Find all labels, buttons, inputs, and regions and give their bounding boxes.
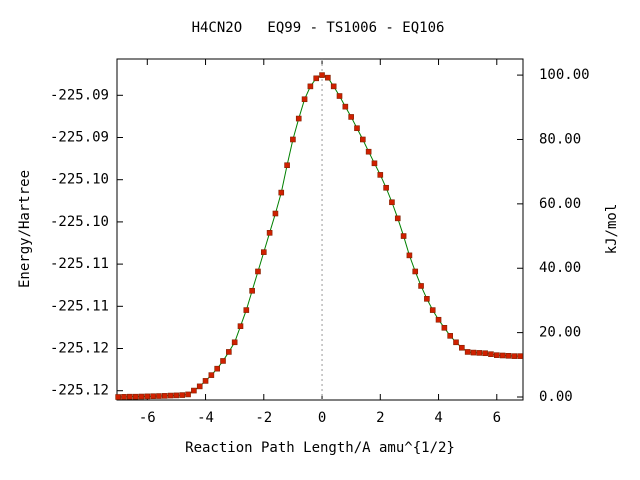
- point: [307, 83, 314, 90]
- point: [167, 392, 174, 399]
- point: [272, 210, 279, 217]
- point: [459, 344, 465, 351]
- point: [214, 365, 220, 372]
- point: [150, 393, 156, 400]
- point: [348, 114, 354, 120]
- point: [394, 215, 401, 222]
- point: [202, 378, 209, 384]
- point: [511, 353, 518, 359]
- x-tick-label: 6: [493, 410, 501, 426]
- point: [138, 393, 145, 400]
- point: [424, 296, 430, 302]
- point: [476, 350, 483, 356]
- point: [173, 392, 180, 399]
- point: [231, 339, 238, 346]
- y2-tick-label: 20.00: [539, 325, 581, 341]
- point: [156, 393, 162, 399]
- point: [342, 103, 349, 110]
- x-tick-label: -4: [197, 410, 214, 426]
- point: [447, 333, 453, 339]
- point: [301, 96, 308, 103]
- point: [185, 391, 191, 398]
- point: [412, 268, 419, 275]
- point: [453, 339, 459, 346]
- point: [179, 392, 186, 398]
- x-tick-label: 4: [434, 410, 442, 426]
- point: [470, 349, 477, 356]
- point: [266, 230, 273, 236]
- x-axis-label: Reaction Path Length/A amu^{1/2}: [185, 440, 455, 456]
- y2-axis-label: kJ/mol: [604, 204, 620, 255]
- y2-tick-label: 80.00: [539, 131, 581, 147]
- point: [377, 172, 384, 178]
- point: [243, 307, 250, 313]
- point: [226, 349, 232, 355]
- point: [255, 268, 261, 275]
- y2-tick-label: 40.00: [539, 260, 581, 276]
- point: [319, 72, 325, 78]
- point: [400, 233, 407, 239]
- point: [249, 287, 255, 294]
- point: [517, 353, 523, 359]
- y2-tick-label: 100.00: [539, 67, 590, 83]
- curve: [118, 74, 521, 398]
- point: [354, 125, 360, 132]
- point: [365, 148, 372, 155]
- point: [208, 372, 215, 378]
- point: [115, 394, 121, 400]
- point: [441, 324, 448, 331]
- y-tick-label: -225.10: [50, 172, 109, 188]
- y-tick-label: -225.11: [50, 298, 109, 314]
- point: [499, 352, 506, 359]
- point: [284, 162, 290, 169]
- point: [196, 383, 203, 390]
- point: [161, 393, 168, 399]
- point: [505, 353, 512, 359]
- y-tick-label: -225.09: [50, 129, 109, 145]
- y-tick-label: -225.10: [50, 214, 109, 230]
- point: [389, 199, 395, 206]
- x-tick-label: 0: [318, 410, 326, 426]
- point: [295, 115, 302, 122]
- x-tick-label: 2: [376, 410, 384, 426]
- y2-tick-label: 60.00: [539, 196, 581, 212]
- point: [144, 393, 151, 400]
- point: [290, 136, 296, 143]
- x-tick-label: -2: [255, 410, 272, 426]
- plot-frame: [116, 58, 524, 401]
- point: [464, 349, 471, 355]
- point: [313, 75, 320, 82]
- point: [325, 74, 331, 81]
- point: [493, 352, 500, 358]
- point: [482, 350, 488, 357]
- point: [429, 307, 436, 313]
- point: [220, 358, 226, 364]
- y-tick-label: -225.12: [50, 341, 109, 357]
- point: [371, 160, 378, 167]
- point: [278, 189, 285, 196]
- y-axis-label: Energy/Hartree: [17, 170, 33, 288]
- point: [360, 136, 366, 143]
- point: [488, 351, 494, 357]
- point: [336, 93, 343, 99]
- point: [191, 387, 197, 394]
- point: [330, 83, 337, 90]
- point: [260, 249, 267, 255]
- point: [406, 252, 413, 259]
- y-tick-label: -225.12: [50, 383, 109, 399]
- y-tick-label: -225.11: [50, 256, 109, 272]
- point: [435, 316, 442, 323]
- point: [127, 393, 133, 400]
- point: [383, 184, 389, 191]
- y-tick-label: -225.09: [50, 87, 109, 103]
- point: [132, 393, 139, 400]
- x-tick-label: -6: [139, 410, 156, 426]
- y2-tick-label: 0.00: [539, 389, 573, 405]
- point: [121, 394, 127, 400]
- point: [237, 323, 244, 329]
- point: [418, 283, 424, 289]
- chart-title: H4CN2O EQ99 - TS1006 - EQ106: [192, 20, 445, 36]
